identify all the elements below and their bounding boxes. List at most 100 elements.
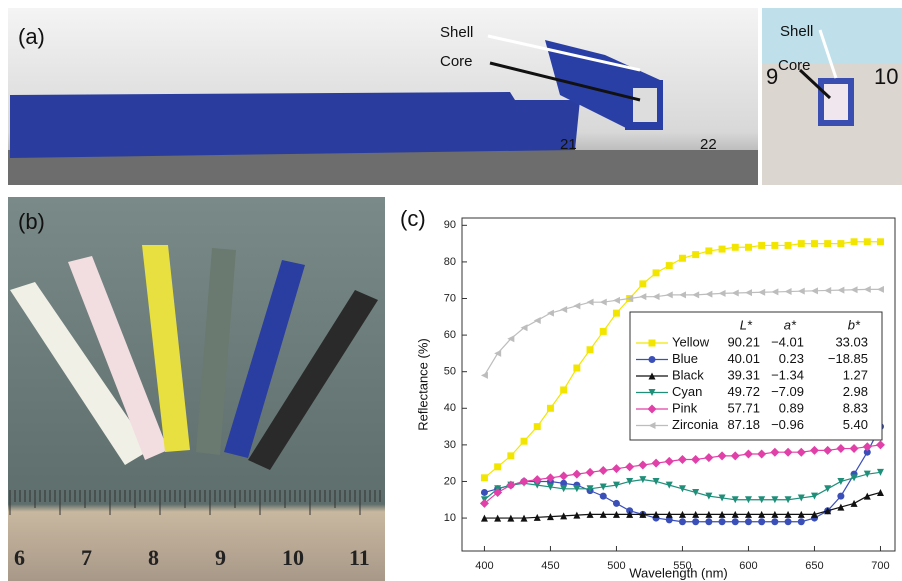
marker — [521, 438, 528, 445]
marker — [612, 464, 621, 473]
table-cell: 40.01 — [727, 351, 760, 366]
rod — [10, 92, 580, 158]
marker — [649, 340, 656, 347]
marker — [572, 470, 581, 479]
y-tick-label: 70 — [444, 292, 456, 304]
marker — [719, 290, 726, 297]
marker — [481, 372, 488, 379]
y-tick-label: 50 — [444, 366, 456, 378]
marker — [837, 493, 844, 500]
annotation: Core — [440, 53, 473, 70]
legend-label: Black — [672, 367, 704, 382]
annotation: Core — [778, 57, 811, 74]
x-tick-label: 700 — [871, 560, 889, 572]
table-header: a* — [784, 317, 797, 332]
marker — [587, 346, 594, 353]
marker — [692, 518, 699, 525]
marker — [745, 289, 752, 296]
legend-label: Yellow — [672, 334, 710, 349]
marker — [639, 280, 646, 287]
marker — [758, 242, 765, 249]
y-tick-label: 40 — [444, 402, 456, 414]
marker — [732, 518, 739, 525]
y-tick-label: 60 — [444, 329, 456, 341]
marker — [851, 286, 858, 293]
marker — [837, 240, 844, 247]
marker — [837, 287, 844, 294]
annotation: Shell — [440, 24, 473, 41]
marker — [573, 365, 580, 372]
marker — [613, 297, 620, 304]
table-cell: −18.85 — [828, 351, 868, 366]
marker — [481, 474, 488, 481]
marker — [649, 356, 656, 363]
marker — [851, 238, 858, 245]
table-header: b* — [848, 317, 861, 332]
marker — [837, 478, 844, 485]
marker — [718, 451, 727, 460]
marker — [494, 463, 501, 470]
marker — [876, 440, 885, 449]
marker — [758, 289, 765, 296]
table-cell: 8.83 — [843, 400, 868, 415]
marker — [534, 317, 541, 324]
table-cell: 39.31 — [727, 367, 760, 382]
marker — [771, 242, 778, 249]
ruler-number: 9 — [766, 64, 778, 89]
marker — [785, 518, 792, 525]
marker — [653, 269, 660, 276]
marker — [559, 471, 568, 480]
marker — [613, 310, 620, 317]
marker — [798, 240, 805, 247]
ruler-number: 7 — [81, 545, 92, 570]
legend-label: Zirconia — [672, 417, 719, 432]
marker — [679, 485, 686, 492]
marker — [638, 461, 647, 470]
inset-core — [824, 84, 848, 120]
marker — [836, 444, 845, 453]
marker — [785, 288, 792, 295]
marker — [837, 504, 844, 511]
table-header: L* — [740, 317, 753, 332]
marker — [877, 286, 884, 293]
marker — [811, 240, 818, 247]
marker — [520, 477, 529, 486]
table-cell: 5.40 — [843, 417, 868, 432]
marker — [679, 255, 686, 262]
marker — [573, 302, 580, 309]
x-tick-label: 500 — [607, 560, 625, 572]
photo-b — [8, 197, 385, 581]
marker — [691, 455, 700, 464]
marker — [824, 485, 831, 492]
table-cell: 90.21 — [727, 334, 760, 349]
marker — [864, 238, 871, 245]
marker — [587, 299, 594, 306]
panel-label: (c) — [400, 206, 426, 231]
marker — [653, 293, 660, 300]
marker — [666, 262, 673, 269]
marker — [494, 350, 501, 357]
panel-label: (a) — [18, 24, 45, 49]
marker — [679, 291, 686, 298]
marker — [864, 286, 871, 293]
marker — [719, 518, 726, 525]
x-tick-label: 450 — [541, 560, 559, 572]
ruler-number: 8 — [148, 545, 159, 570]
marker — [850, 444, 859, 453]
marker — [732, 290, 739, 297]
ruler-number: 9 — [215, 545, 226, 570]
marker — [770, 448, 779, 457]
marker — [679, 518, 686, 525]
panel-label: (b) — [18, 209, 45, 234]
marker — [811, 287, 818, 294]
core-face — [633, 88, 657, 122]
legend-label: Cyan — [672, 384, 702, 399]
marker — [810, 446, 819, 455]
ruler-number: 6 — [14, 545, 25, 570]
y-tick-label: 90 — [444, 219, 456, 231]
marker — [613, 500, 620, 507]
y-tick-label: 20 — [444, 475, 456, 487]
marker — [560, 306, 567, 313]
